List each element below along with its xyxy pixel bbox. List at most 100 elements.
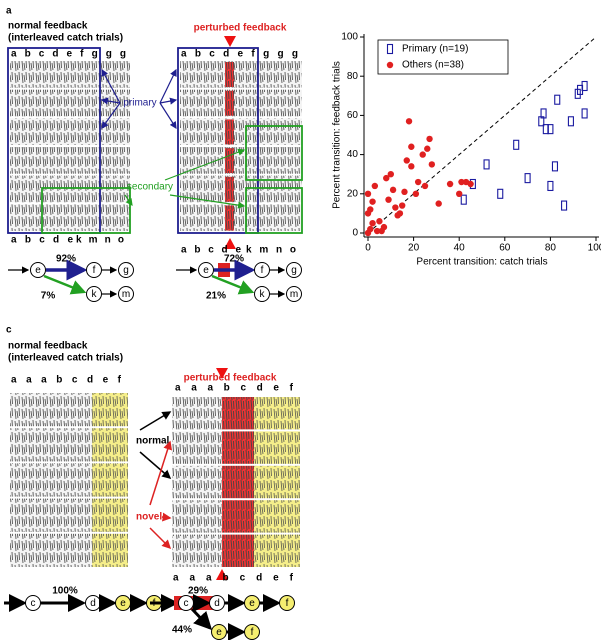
point bbox=[369, 198, 376, 205]
secondary-label: secondary bbox=[127, 182, 173, 193]
arrow bbox=[43, 274, 87, 295]
point bbox=[524, 173, 531, 184]
point bbox=[405, 118, 413, 125]
node-label: m bbox=[122, 289, 130, 300]
arrow bbox=[211, 274, 255, 295]
point bbox=[369, 220, 376, 227]
spectrogram bbox=[10, 498, 92, 532]
point bbox=[428, 161, 436, 168]
node-label: g bbox=[291, 265, 297, 276]
normal-label: normal bbox=[136, 436, 170, 447]
novel-label: novel bbox=[136, 512, 162, 523]
node-label: k bbox=[92, 289, 98, 300]
point bbox=[554, 94, 561, 105]
primary-label: primary bbox=[123, 98, 156, 109]
arrow bbox=[100, 97, 121, 105]
point bbox=[547, 180, 554, 192]
spectrogram bbox=[10, 61, 130, 88]
spectrogram bbox=[92, 463, 128, 497]
legend-label: Primary (n=19) bbox=[402, 44, 468, 55]
node-label: e bbox=[120, 598, 126, 609]
spectrogram bbox=[92, 498, 128, 532]
arrow bbox=[159, 102, 177, 130]
node-label: f bbox=[251, 627, 254, 638]
y-tick-label: 20 bbox=[347, 188, 359, 199]
point bbox=[426, 135, 433, 143]
perturbed-title: perturbed feedback bbox=[184, 373, 277, 384]
legend-box bbox=[377, 39, 509, 75]
diagonal bbox=[367, 36, 597, 234]
node-label: d bbox=[90, 598, 96, 609]
node bbox=[254, 262, 270, 278]
node-label: f bbox=[286, 598, 289, 609]
spectrogram bbox=[10, 89, 130, 117]
point bbox=[392, 204, 399, 211]
node-label: e bbox=[216, 627, 222, 638]
spectrogram bbox=[254, 500, 300, 533]
arrow bbox=[101, 102, 121, 129]
node bbox=[30, 262, 46, 278]
spectrogram bbox=[10, 393, 92, 427]
perturbed-syllable bbox=[225, 176, 234, 202]
marker-triangle bbox=[224, 36, 236, 47]
node-label: e bbox=[35, 265, 41, 276]
syllable-labels: a b c d e f g g g bbox=[11, 49, 126, 60]
syllable-labels: a a a b c d e f bbox=[173, 573, 294, 584]
point bbox=[371, 182, 379, 190]
point bbox=[458, 178, 465, 186]
point bbox=[421, 182, 429, 190]
spectrogram bbox=[10, 204, 130, 231]
spectrogram bbox=[10, 428, 92, 462]
spectrogram bbox=[180, 89, 302, 117]
percent-label: 44% bbox=[172, 625, 192, 636]
point bbox=[399, 202, 406, 209]
percent-label: 92% bbox=[56, 254, 76, 265]
spectrogram bbox=[92, 533, 128, 567]
spectrogram bbox=[10, 147, 130, 174]
frame bbox=[245, 125, 303, 181]
syllable-labels: a b c d e f g g g bbox=[181, 49, 298, 60]
node-label: f bbox=[93, 265, 96, 276]
node bbox=[86, 262, 102, 278]
percent-label: 7% bbox=[41, 291, 56, 302]
marker-triangle bbox=[224, 238, 236, 249]
point bbox=[460, 194, 467, 205]
spectrogram bbox=[10, 533, 92, 567]
point bbox=[401, 188, 408, 196]
perturbed-syllable bbox=[225, 148, 234, 174]
x-tick-label: 80 bbox=[545, 243, 557, 254]
spectrogram bbox=[172, 500, 222, 533]
spectrogram bbox=[254, 397, 300, 430]
spectrogram bbox=[254, 465, 300, 499]
node bbox=[286, 286, 302, 302]
point bbox=[581, 108, 588, 119]
marker-triangle bbox=[216, 569, 228, 580]
spectrogram bbox=[180, 204, 302, 231]
arrow bbox=[149, 440, 173, 506]
point bbox=[483, 159, 490, 170]
perturbed-title: perturbed feedback bbox=[194, 23, 287, 34]
spectrogram bbox=[172, 465, 222, 499]
perturbed-syllable bbox=[225, 62, 234, 87]
spectrogram bbox=[172, 431, 222, 464]
point bbox=[497, 188, 504, 199]
point bbox=[403, 157, 410, 164]
node-label: m bbox=[290, 289, 298, 300]
point bbox=[513, 139, 520, 150]
spectrogram bbox=[172, 397, 222, 430]
panel-label: c bbox=[6, 325, 12, 336]
node bbox=[244, 595, 260, 611]
point bbox=[364, 190, 372, 197]
percent-label: 29% bbox=[188, 586, 208, 597]
point bbox=[446, 180, 454, 188]
spectrogram bbox=[92, 428, 128, 462]
node-label: g bbox=[123, 265, 129, 276]
arrow bbox=[161, 512, 172, 522]
x-tick-label: 0 bbox=[365, 243, 371, 254]
node bbox=[209, 595, 225, 611]
panel-title: normal feedback bbox=[8, 21, 88, 32]
arrow bbox=[190, 607, 213, 631]
point bbox=[456, 190, 463, 197]
arrow bbox=[139, 411, 172, 431]
point bbox=[387, 171, 394, 178]
